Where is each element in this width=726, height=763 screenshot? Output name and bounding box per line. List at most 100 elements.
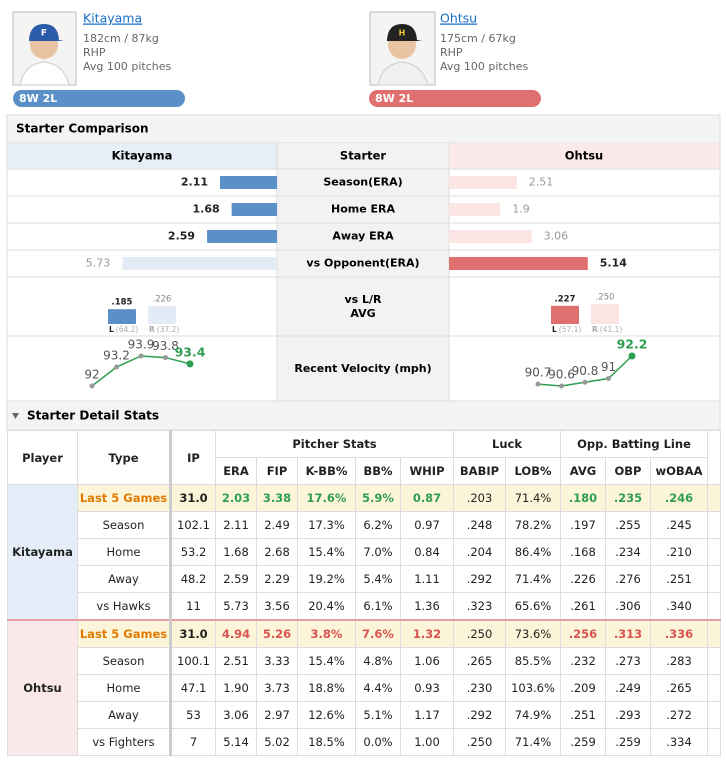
header-row: Player Type IP Pitcher Stats Luck Opp. Battin… <box>7 430 721 485</box>
header-right: Ohtsu <box>565 149 604 163</box>
stat-cell: .234 <box>605 538 651 566</box>
svg-text:F: F <box>41 29 47 39</box>
stat-cell: 65.6% <box>505 592 561 621</box>
stat-cell: 2.68 <box>256 538 298 566</box>
split-hand: L <box>552 325 557 334</box>
stat-cell: 2.59 <box>215 565 257 593</box>
stat-cell: .203 <box>453 484 506 512</box>
velocity-point <box>163 355 168 361</box>
stat-cell: 5.1% <box>355 701 401 729</box>
pitcher-throws: RHP <box>83 46 106 59</box>
stat-cell: 19.2% <box>297 565 356 593</box>
stat-cell: 48.2 <box>169 565 216 593</box>
stat-cell: 2.51 <box>215 647 257 675</box>
player-cell: Ohtsu <box>7 619 78 756</box>
avg-bar <box>591 304 619 324</box>
portrait: H <box>369 11 436 86</box>
stat-cell: 1.32 <box>400 619 454 648</box>
pitcher-body: 175cm / 67kg <box>440 32 516 45</box>
stat-cell: 31.0 <box>169 484 216 512</box>
header-left: Kitayama <box>112 149 173 163</box>
group-header: Luck <box>453 430 561 458</box>
column-header: BB% <box>355 457 401 485</box>
section-header <box>6 400 721 430</box>
pitcher-name[interactable]: Kitayama <box>83 11 142 26</box>
stat-cell: 2.29 <box>256 565 298 593</box>
stat-cell: 7.6% <box>355 619 401 648</box>
pitcher-throws: RHP <box>440 46 463 59</box>
column-header: K-BB% <box>297 457 356 485</box>
stat-cell: 5.02 <box>256 728 298 756</box>
stat-row: Season 100.1 2.51 3.33 15.4% 4.8% 1.06.265 85.5… <box>8 647 721 675</box>
stat-cell: .292 <box>453 701 506 729</box>
bar <box>449 230 532 243</box>
stat-cell: 100.1 <box>169 647 216 675</box>
bar <box>220 176 277 189</box>
overflow-cell <box>707 511 721 539</box>
stat-cell: .273 <box>605 647 651 675</box>
stat-cell: vs Fighters <box>77 728 171 756</box>
velocity-label: 93.2 <box>103 349 130 363</box>
stat-cell: .272 <box>650 701 708 729</box>
header-cell <box>7 143 277 169</box>
section-header <box>6 114 721 144</box>
stat-cell: 1.36 <box>400 592 454 621</box>
velocity-label: 92 <box>84 368 99 382</box>
stat-row: vs Fighters 7 5.14 5.02 18.5% 0.0% 1.00.250 71.… <box>8 728 721 756</box>
stat-cell: .204 <box>453 538 506 566</box>
stat-cell: 0.84 <box>400 538 454 566</box>
overflow-cell <box>707 565 721 593</box>
stat-cell: .259 <box>560 728 606 756</box>
split-label: L (64.2) <box>109 325 138 334</box>
overflow-cell <box>707 647 721 675</box>
row-label: Away ERA <box>332 230 394 243</box>
split-hand: L <box>109 325 114 334</box>
stat-row: Away 48.2 2.59 2.29 19.2% 5.4% 1.11.292 71.4% .2… <box>8 565 721 593</box>
group-header: Pitcher Stats <box>215 430 454 458</box>
stat-cell: Season <box>77 647 171 675</box>
stat-cell: 17.6% <box>297 484 356 512</box>
stat-cell: .259 <box>605 728 651 756</box>
velocity-label: 90.8 <box>572 364 599 378</box>
column-header: LOB% <box>505 457 561 485</box>
velocity-label: 90.6 <box>548 368 575 382</box>
stat-cell: 103.6% <box>505 674 561 702</box>
stat-cell: 11 <box>169 592 216 621</box>
overflow-cell <box>707 674 721 702</box>
stat-cell: 0.87 <box>400 484 454 512</box>
stat-cell: 71.4% <box>505 484 561 512</box>
stat-cell: .168 <box>560 538 606 566</box>
stat-row: Home 53.2 1.68 2.68 15.4% 7.0% 0.84.204 86.4% .1… <box>8 538 721 566</box>
section-title: Starter Detail Stats <box>27 409 159 423</box>
bar <box>122 257 277 270</box>
stat-cell: .210 <box>650 538 708 566</box>
column-header: OBP <box>605 457 651 485</box>
svg-text:H: H <box>399 29 406 38</box>
stat-cell: .251 <box>560 701 606 729</box>
pitcher-name[interactable]: Ohtsu <box>440 11 477 26</box>
header-center: Starter <box>340 149 387 163</box>
stat-cell: Season <box>77 511 171 539</box>
column-header: FIP <box>256 457 298 485</box>
stat-row: Season 102.1 2.11 2.49 17.3% 6.2% 0.97.248 78.2… <box>8 511 721 539</box>
stat-cell: 15.4% <box>297 538 356 566</box>
stat-cell: .256 <box>560 619 606 648</box>
split-pa: (64.2) <box>116 325 139 334</box>
velocity-label: 93.4 <box>175 344 206 359</box>
stat-cell: 18.5% <box>297 728 356 756</box>
header-row: ERA FIP K-BB% BB% WHIP BABIP LOB% AVG OBP wOBAA <box>8 457 721 485</box>
velocity-point <box>138 353 144 359</box>
bar <box>449 203 501 216</box>
collapse-icon[interactable] <box>12 413 19 419</box>
stat-cell: .292 <box>453 565 506 593</box>
record-bar <box>369 90 541 107</box>
stat-cell: .249 <box>605 674 651 702</box>
value-label: 2.51 <box>529 176 554 189</box>
overflow-cell <box>707 484 721 512</box>
stat-cell: 2.03 <box>215 484 257 512</box>
column-header: BABIP <box>453 457 506 485</box>
stat-cell: 5.14 <box>215 728 257 756</box>
stat-cell: 1.68 <box>215 538 257 566</box>
split-label: R (41.1) <box>592 325 622 334</box>
